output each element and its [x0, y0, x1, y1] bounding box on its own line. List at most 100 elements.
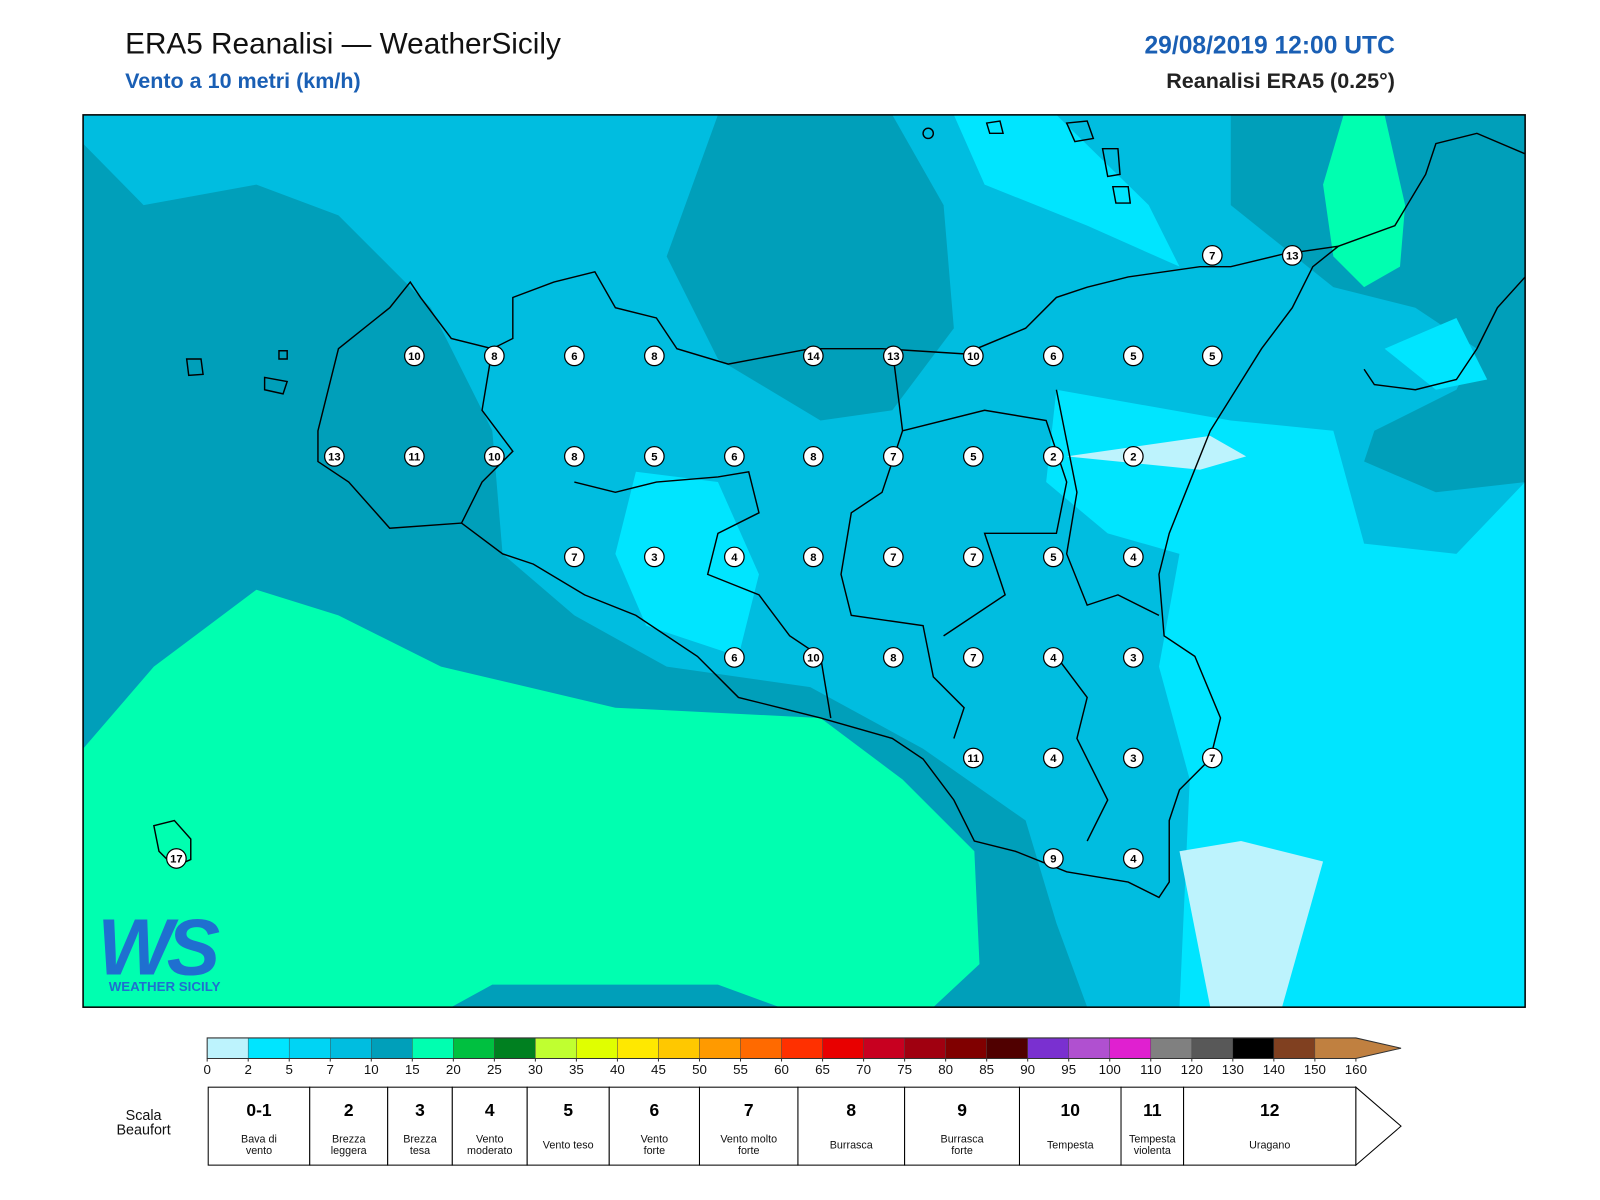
station-marker [1122, 647, 1144, 668]
station-value: 17 [170, 854, 183, 866]
colorbar-segment [330, 1037, 372, 1059]
station-marker [1281, 245, 1303, 266]
station-marker [1042, 446, 1064, 467]
beaufort-desc: Bava di [241, 1134, 277, 1146]
colorbar-tick-label: 100 [1099, 1062, 1121, 1077]
colorbar-tick-label: 120 [1181, 1062, 1203, 1077]
beaufort-box [797, 1086, 906, 1166]
colorbar-tick-label: 85 [979, 1062, 994, 1077]
beaufort-desc: Tempesta [1129, 1134, 1176, 1146]
beaufort-desc: Vento [476, 1134, 504, 1146]
beaufort-desc: Burrasca [941, 1134, 984, 1146]
colorbar-segment [1273, 1037, 1316, 1059]
station-value: 13 [1286, 250, 1299, 262]
station-marker [962, 345, 984, 367]
colorbar-segment [617, 1037, 659, 1059]
station-value: 6 [731, 452, 737, 464]
colorbar-segment [1068, 1037, 1110, 1059]
logo-mark: WS [97, 902, 219, 991]
beaufort-desc: Vento molto [720, 1134, 777, 1146]
colorbar-tick-label: 35 [569, 1062, 584, 1077]
field-zone [1230, 114, 1526, 493]
colorbar-tick-label: 130 [1222, 1062, 1244, 1077]
colorbar-segment [576, 1037, 618, 1059]
colorbar-segment [371, 1037, 413, 1059]
beaufort-force: 11 [1143, 1100, 1162, 1120]
beaufort-box [904, 1086, 1020, 1166]
beaufort-desc: tesa [410, 1145, 430, 1157]
colorbar-segment [699, 1037, 741, 1059]
beaufort-title: Scala [126, 1108, 162, 1124]
field-zone [1179, 841, 1324, 1008]
station-value: 4 [1050, 753, 1057, 765]
field-zone [666, 114, 954, 421]
station-value: 8 [810, 552, 816, 564]
station-marker [403, 345, 425, 367]
colorbar-segment [863, 1037, 905, 1059]
station-marker [882, 546, 904, 568]
station-marker [882, 345, 904, 367]
station-value: 10 [408, 351, 421, 363]
colorbar-segment [658, 1037, 700, 1059]
station-marker [723, 546, 745, 568]
colorbar-segment [986, 1037, 1028, 1059]
beaufort-desc: forte [738, 1145, 760, 1157]
colorbar-segment [248, 1037, 290, 1059]
colorbar-segment [453, 1037, 495, 1059]
station-marker [1122, 446, 1144, 467]
station-value: 6 [571, 351, 577, 363]
beaufort-force: 9 [957, 1100, 967, 1120]
station-value: 2 [1130, 452, 1136, 464]
beaufort-force: 0-1 [246, 1100, 271, 1120]
colorbar-tick-label: 150 [1304, 1062, 1326, 1077]
station-marker [166, 848, 187, 869]
station-value: 4 [1050, 653, 1057, 665]
station-marker [1201, 747, 1223, 769]
station-value: 8 [890, 653, 896, 665]
colorbar-segment [945, 1037, 987, 1059]
station-value: 3 [1130, 753, 1136, 765]
colorbar-tick-label: 25 [487, 1062, 502, 1077]
beaufort-force: 2 [344, 1100, 354, 1120]
station-marker [323, 446, 345, 467]
station-marker [1042, 647, 1064, 668]
station-value: 7 [571, 552, 577, 564]
field-zone [83, 589, 980, 1008]
station-value: 9 [1050, 854, 1056, 866]
province-border [460, 348, 1160, 842]
station-value: 3 [651, 552, 657, 564]
colorbar-tick-label: 140 [1263, 1062, 1285, 1077]
colorbar-tick-label: 2 [244, 1062, 251, 1077]
station-value: 13 [887, 351, 900, 363]
colorbar-segment [289, 1037, 331, 1059]
colorbar-tick-label: 80 [938, 1062, 953, 1077]
colorbar-tick-label: 7 [327, 1062, 334, 1077]
station-value: 5 [1050, 552, 1056, 564]
colorbar-segment [494, 1037, 536, 1059]
beaufort-title: Beaufort [116, 1122, 170, 1138]
station-value: 6 [1050, 351, 1056, 363]
beaufort-desc: violenta [1134, 1145, 1171, 1157]
station-value: 7 [970, 653, 976, 665]
station-marker [1042, 848, 1064, 869]
beaufort-box [1018, 1086, 1122, 1166]
colorbar-tick-label: 70 [856, 1062, 871, 1077]
station-marker [802, 345, 824, 367]
colorbar-tick-label: 95 [1061, 1062, 1076, 1077]
station-marker [643, 546, 665, 568]
colorbar-tick-label: 40 [610, 1062, 625, 1077]
station-value: 13 [328, 452, 341, 464]
field-zone [1066, 435, 1247, 470]
beaufort-force: 10 [1061, 1100, 1080, 1120]
wind-field [83, 114, 1526, 1008]
beaufort-desc: Vento teso [543, 1140, 594, 1152]
station-value: 5 [1209, 351, 1215, 363]
station-marker [802, 446, 824, 467]
colorbar-segment [781, 1037, 823, 1059]
station-value: 7 [890, 452, 896, 464]
station-marker [723, 446, 745, 467]
colorbar-tick-label: 60 [774, 1062, 789, 1077]
station-value: 11 [967, 753, 979, 765]
station-value: 5 [1130, 351, 1136, 363]
